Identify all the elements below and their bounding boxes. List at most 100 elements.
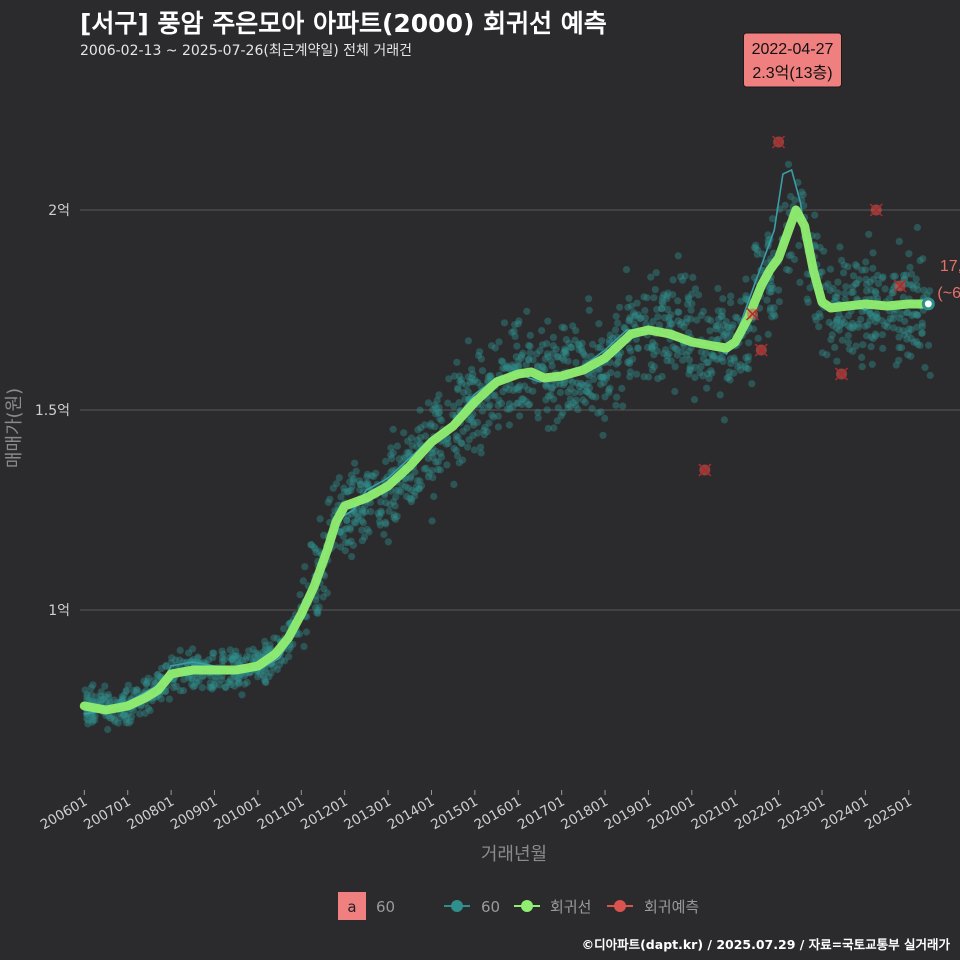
scatter-point [302, 628, 310, 636]
scatter-point [88, 697, 97, 705]
scatter-point [918, 329, 926, 337]
scatter-point [319, 593, 327, 601]
scatter-point [538, 362, 546, 370]
scatter-point [889, 315, 897, 323]
scatter-point [719, 332, 728, 340]
scatter-point [647, 273, 655, 281]
scatter-point [467, 416, 475, 424]
scatter-point [123, 713, 131, 721]
scatter-point [912, 338, 921, 346]
scatter-point [665, 350, 673, 358]
scatter-point [846, 324, 854, 332]
scatter-point [231, 682, 239, 690]
scatter-point [736, 361, 745, 369]
scatter-point [340, 526, 348, 534]
last-price-point [921, 297, 935, 311]
scatter-point [176, 656, 184, 664]
scatter-point [768, 215, 777, 223]
scatter-point [626, 368, 635, 376]
scatter-point [832, 318, 841, 326]
scatter-point [433, 396, 441, 404]
scatter-point [912, 275, 920, 283]
scatter-point [753, 250, 761, 258]
scatter-point [667, 320, 675, 328]
scatter-point [119, 694, 127, 702]
scatter-point [854, 323, 862, 331]
prediction-point [893, 279, 907, 293]
scatter-point [453, 436, 461, 444]
scatter-point [467, 374, 476, 382]
scatter-point [349, 541, 357, 549]
scatter-point [605, 386, 613, 394]
scatter-point [713, 356, 721, 364]
scatter-point [234, 674, 242, 682]
scatter-point [689, 273, 697, 281]
scatter-point [533, 362, 542, 370]
scatter-point [484, 403, 492, 411]
scatter-point [547, 357, 555, 365]
scatter-point [347, 471, 356, 479]
scatter-point [544, 392, 553, 400]
scatter-point [685, 370, 693, 378]
scatter-point [727, 292, 735, 300]
scatter-point [387, 451, 395, 459]
scatter-point [411, 488, 419, 496]
scatter-point [691, 285, 700, 293]
scatter-point [104, 725, 112, 734]
annotation-value: 2.3억(13층) [752, 64, 832, 82]
scatter-point [781, 201, 789, 209]
scatter-point [626, 316, 634, 324]
scatter-point [157, 664, 166, 673]
scatter-point [469, 418, 477, 426]
scatter-point [176, 687, 184, 695]
scatter-point [385, 507, 393, 515]
scatter-point [914, 340, 922, 348]
scatter-point [580, 350, 588, 358]
scatter-point [512, 385, 520, 393]
scatter-point [280, 657, 289, 665]
scatter-point [91, 716, 99, 724]
y-tick-label: 1.5억 [35, 403, 70, 419]
scatter-point [167, 659, 175, 667]
chart-title: [서구] 풍암 주은모아 아파트(2000) 회귀선 예측 [80, 9, 607, 38]
y-tick-label: 2억 [48, 203, 70, 219]
scatter-point [697, 348, 706, 356]
scatter-point [393, 442, 401, 450]
scatter-point [925, 341, 933, 349]
scatter-point [858, 363, 866, 371]
scatter-point [354, 514, 362, 523]
scatter-point [640, 373, 648, 381]
scatter-point [391, 502, 399, 510]
scatter-point [601, 414, 609, 422]
scatter-point [631, 312, 639, 320]
scatter-point [733, 314, 741, 322]
scatter-point [589, 369, 598, 377]
scatter-point [816, 313, 824, 321]
scatter-point [691, 373, 699, 382]
scatter-point [690, 396, 699, 404]
scatter-point [766, 304, 775, 312]
scatter-point [403, 492, 411, 501]
scatter-point [124, 681, 132, 689]
scatter-point [907, 325, 916, 333]
scatter-point [449, 411, 457, 419]
scatter-point [389, 449, 397, 457]
scatter-point [729, 321, 737, 329]
scatter-point [326, 495, 334, 503]
scatter-point [920, 286, 928, 294]
scatter-point [162, 662, 170, 671]
scatter-point [458, 379, 466, 387]
scatter-point [614, 358, 622, 366]
scatter-point [443, 435, 451, 443]
scatter-point [554, 353, 562, 361]
scatter-point [752, 244, 760, 252]
scatter-point [168, 654, 176, 662]
scatter-point [436, 414, 444, 423]
scatter-point [395, 455, 403, 463]
scatter-point [516, 412, 524, 420]
scatter-point [570, 389, 579, 397]
scatter-point [230, 672, 238, 681]
scatter-point [714, 335, 722, 343]
scatter-point [503, 405, 511, 413]
scatter-point [599, 431, 607, 439]
